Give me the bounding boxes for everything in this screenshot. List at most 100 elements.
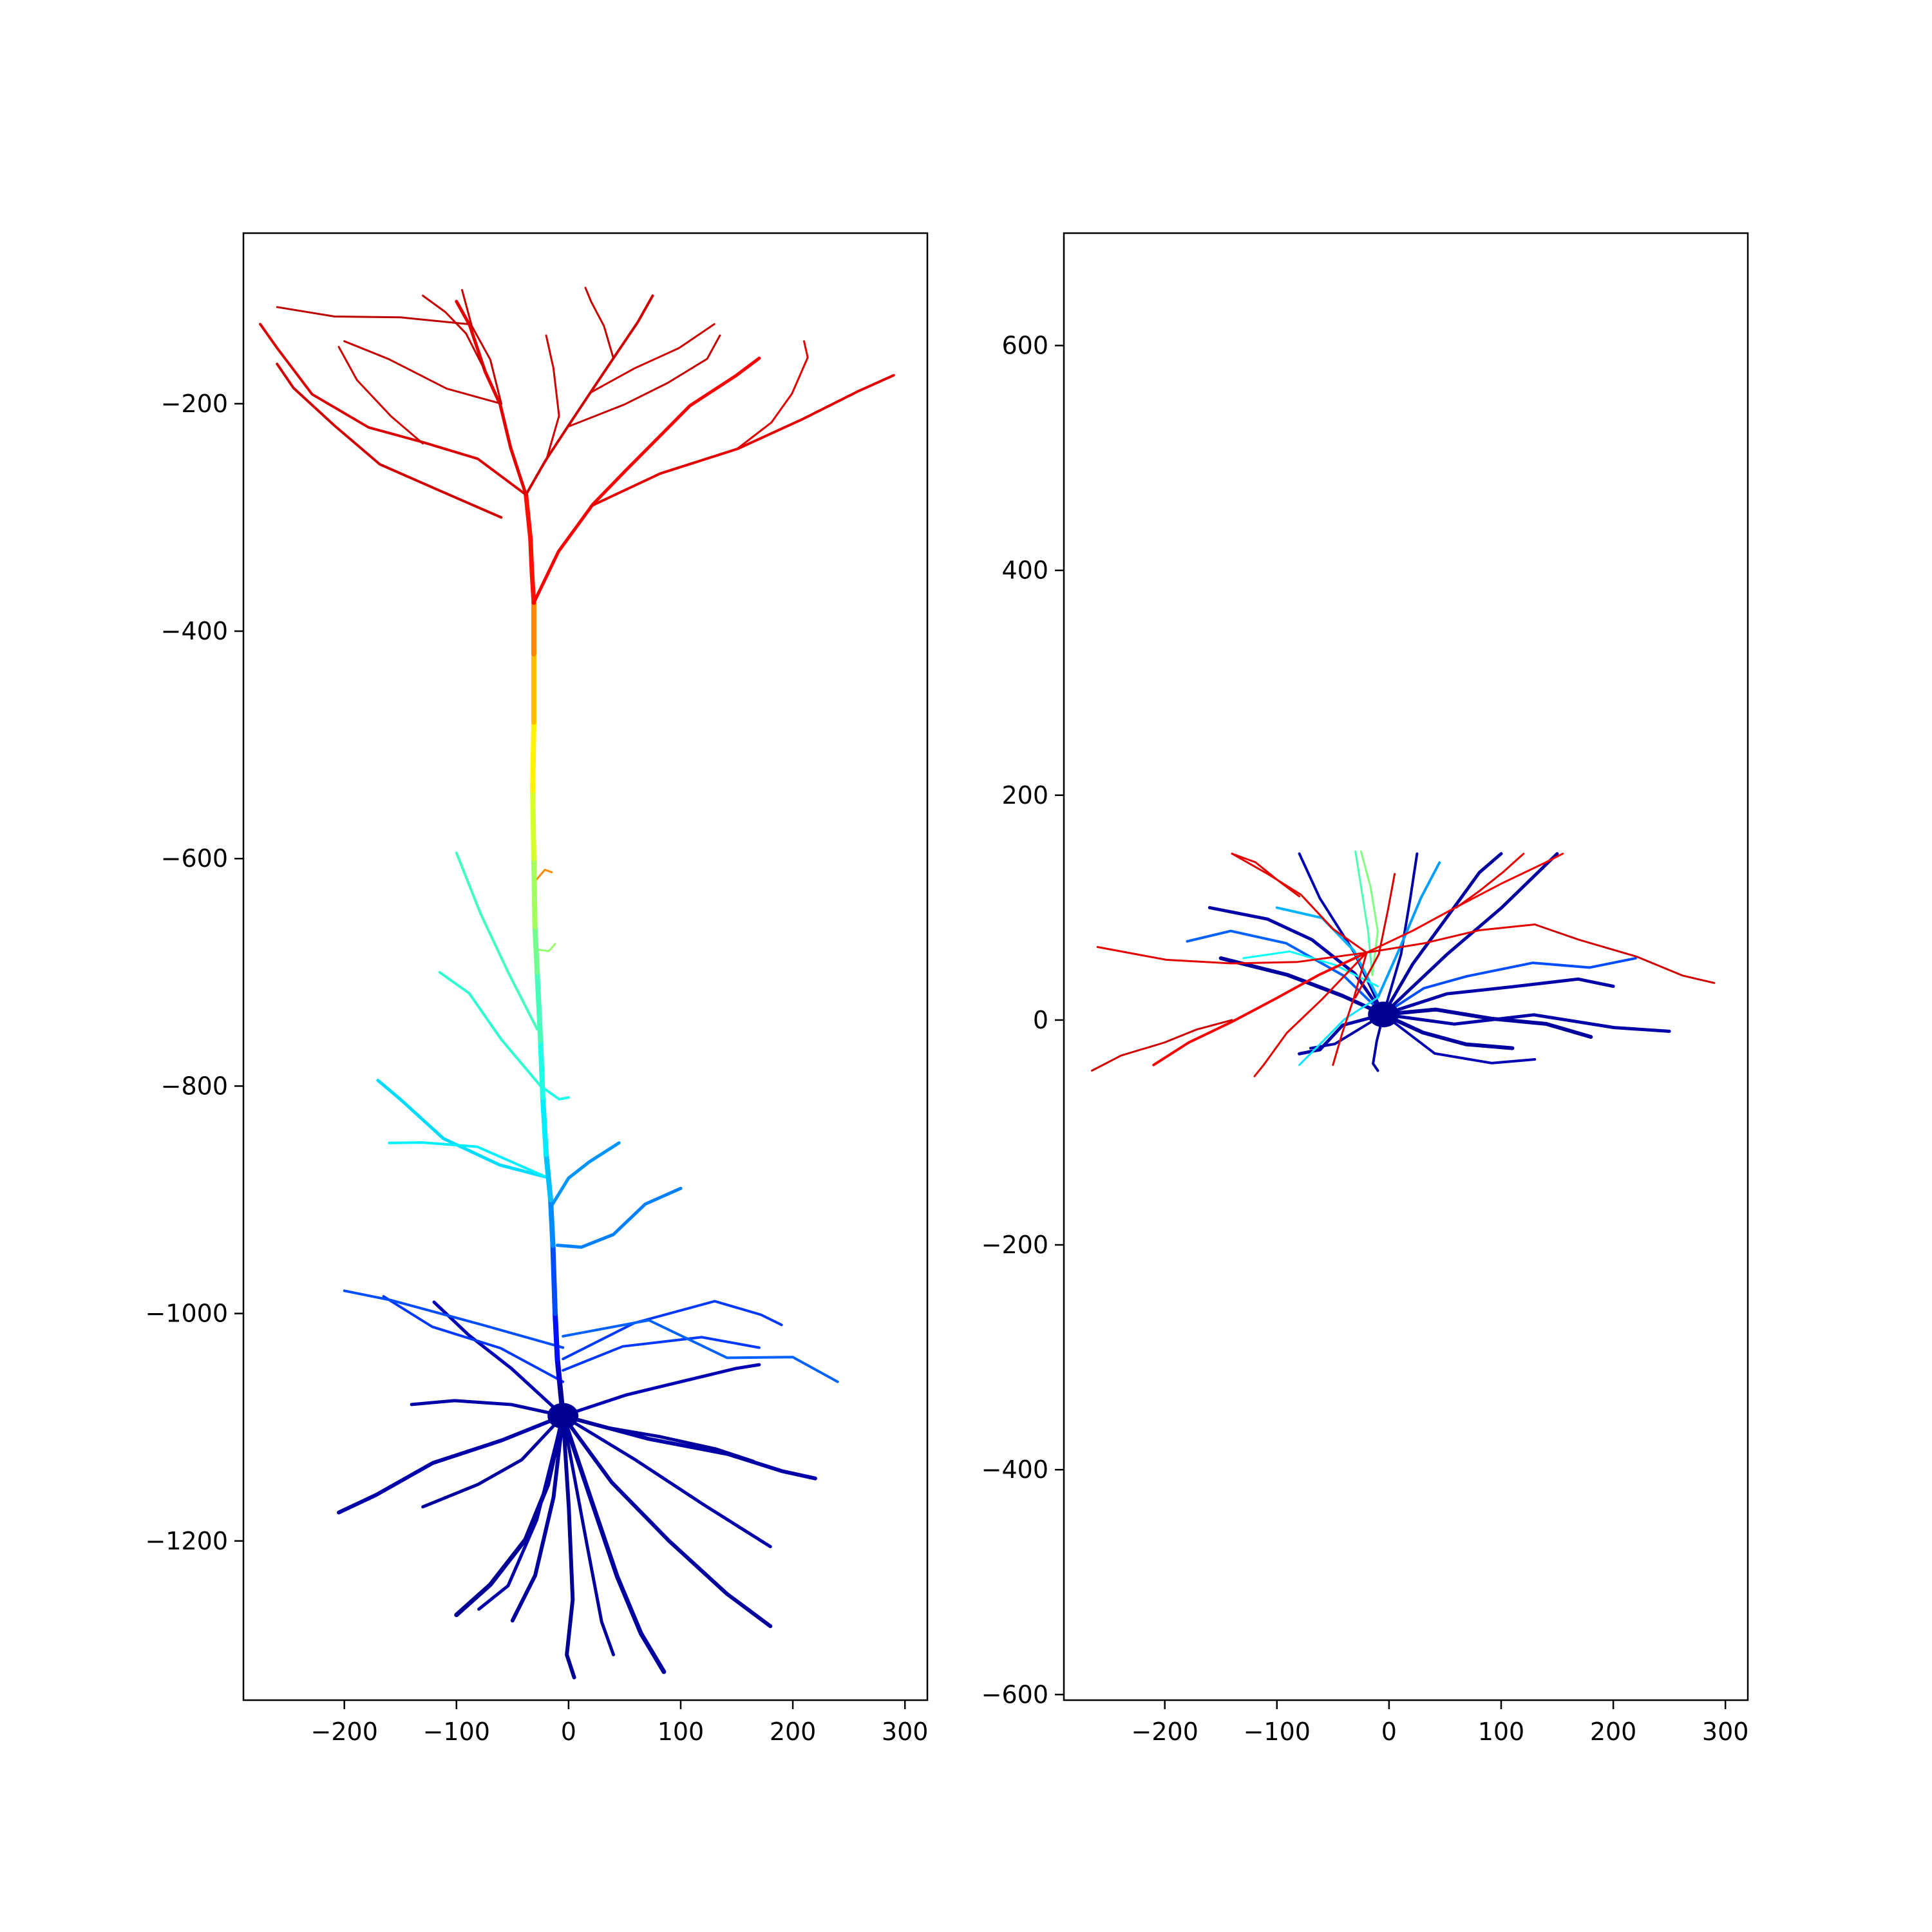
dendrite-branch <box>1382 1013 1537 1065</box>
neuron-morphology <box>259 287 895 1680</box>
dendrite-branch <box>1381 1012 1671 1033</box>
y-tick-label: 600 <box>1001 332 1048 360</box>
right-panel-plot: −200 −100 0 100 200 300 600 400 200 0 −200 −400 −600 <box>981 232 1749 1746</box>
x-tick-label: 0 <box>561 1718 576 1746</box>
dendrite-branch <box>562 1300 783 1361</box>
y-tick-label: −800 <box>161 1072 228 1100</box>
dendrite-branch <box>1354 873 1396 999</box>
dendrite-branch <box>1218 956 1386 1017</box>
dendrite-branch <box>382 1295 565 1383</box>
dendrite-branch <box>556 1186 683 1249</box>
dendrite-branch <box>545 334 560 462</box>
dendrite-branch <box>562 1319 839 1383</box>
dendrite-branch <box>410 1399 565 1417</box>
y-tick-label: −600 <box>981 1680 1048 1709</box>
y-tick-label: 200 <box>1001 781 1048 810</box>
dendrite-trunk-segment <box>535 969 544 1043</box>
y-tick-label: −200 <box>161 390 228 418</box>
dendrite-branch <box>1298 852 1385 1016</box>
dendrite-branch <box>534 869 553 883</box>
y-tick-label: −400 <box>981 1455 1048 1484</box>
left-panel-plot: −200 −100 0 100 200 300−200−400−600−800−1000−… <box>145 232 928 1746</box>
dendrite-branch <box>421 1414 565 1509</box>
dendrite-trunk-segment <box>532 924 540 975</box>
dendrite-branch <box>1381 1012 1515 1050</box>
dendrite-branch <box>432 1300 565 1417</box>
dendrite-trunk-segment <box>544 1151 554 1203</box>
dendrite-branch <box>276 306 469 325</box>
dendrite-branch <box>1533 923 1716 984</box>
dendrite-trunk-segment <box>538 1037 545 1101</box>
dendrite-branch <box>376 1079 548 1179</box>
dendrite-branch <box>532 356 761 605</box>
dendrite-branch <box>1382 956 1637 1016</box>
dendrite-branch <box>1152 951 1368 1066</box>
dendrite-branch <box>1242 950 1379 987</box>
dendrite-branch <box>524 492 536 605</box>
dendrite-branch <box>539 1084 570 1101</box>
axes-frame <box>1063 232 1749 1701</box>
dendrite-branch <box>259 323 527 497</box>
dendrite-branch <box>510 1414 565 1623</box>
dendrite-branch <box>1381 977 1615 1016</box>
dendrite-branch <box>337 346 424 445</box>
dendrite-branch <box>1365 923 1536 954</box>
dendrite-branch <box>343 1289 565 1349</box>
x-tick-label: 200 <box>770 1718 817 1746</box>
dendrite-branch <box>524 294 654 497</box>
dendrite-branch <box>337 1414 565 1515</box>
dendrite-branch <box>589 374 895 507</box>
dendrite-trunk-segment <box>530 788 536 862</box>
dendrite-trunk-segment <box>548 1197 556 1248</box>
dendrite-branch <box>567 334 721 428</box>
dendrite-branch <box>1365 853 1564 954</box>
dendrite-branch <box>735 340 809 450</box>
dendrite-branch <box>1231 853 1301 898</box>
dendrite-branch <box>1208 905 1385 1016</box>
x-tick-label: −100 <box>1244 1718 1311 1746</box>
dendrite-branch <box>1455 853 1525 909</box>
x-tick-label: −200 <box>311 1718 378 1746</box>
y-tick-label: −200 <box>981 1231 1048 1259</box>
dendrite-branch <box>562 1336 761 1372</box>
x-tick-label: −100 <box>423 1718 490 1746</box>
dendrite-branch <box>561 1414 772 1549</box>
dendrite-branch <box>590 323 715 393</box>
dendrite-branch <box>1376 861 1441 999</box>
dendrite-branch <box>343 340 502 405</box>
dendrite-trunk-segment <box>540 1095 549 1157</box>
dendrite-trunk-segment <box>530 719 536 793</box>
x-tick-label: 200 <box>1590 1718 1637 1746</box>
dendrite-branch <box>1091 1019 1233 1072</box>
dendrite-branch <box>438 971 542 1088</box>
dendrite-branch <box>560 1414 667 1674</box>
dendrite-branch <box>1382 852 1419 1016</box>
dendrite-branch <box>477 1414 565 1611</box>
dendrite-branch <box>1298 996 1379 1066</box>
y-tick-label: −400 <box>161 617 228 645</box>
dendrite-branch <box>584 287 614 359</box>
dendrite-branch <box>1372 1013 1385 1072</box>
dendrite-branch <box>550 1141 621 1208</box>
dendrite-branch <box>1332 951 1368 1066</box>
dendrite-trunk-segment <box>531 856 538 930</box>
y-tick-label: −1000 <box>145 1300 228 1328</box>
dendrite-branch <box>1253 951 1368 1077</box>
y-tick-label: 400 <box>1001 556 1048 585</box>
dendrite-branch <box>388 1141 548 1179</box>
x-tick-label: −200 <box>1132 1718 1198 1746</box>
dendrite-branch <box>561 1363 761 1417</box>
y-tick-label: −1200 <box>145 1527 228 1555</box>
dendrite-branch <box>1381 1007 1593 1039</box>
dendrite-branch <box>1096 946 1368 965</box>
dendrite-branch <box>1275 906 1379 999</box>
x-tick-label: 100 <box>1478 1718 1525 1746</box>
neuron-morphology <box>1091 850 1716 1077</box>
dendrite-branch <box>1298 1012 1385 1056</box>
x-tick-label: 100 <box>658 1718 705 1746</box>
x-tick-label: 0 <box>1381 1718 1397 1746</box>
dendrite-branch <box>561 1414 755 1463</box>
dendrite-branch <box>455 299 528 497</box>
dendrite-branch <box>1354 850 1374 976</box>
